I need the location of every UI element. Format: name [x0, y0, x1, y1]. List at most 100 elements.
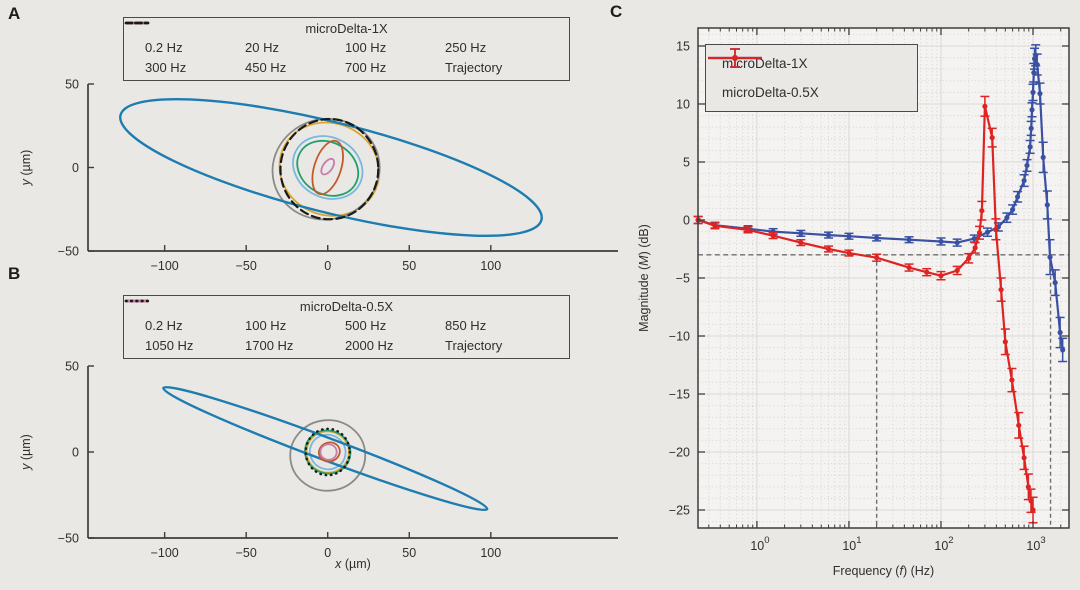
y-tick-label: −15	[669, 388, 690, 402]
data-point	[1025, 484, 1031, 490]
data-point	[906, 237, 912, 243]
data-point	[1002, 339, 1008, 345]
legend-item-label: 1700 Hz	[245, 338, 294, 353]
x-tick-label: 50	[402, 546, 416, 560]
y-tick-label: 0	[72, 446, 79, 460]
data-point	[1052, 280, 1058, 286]
ellipse-100-hz	[296, 139, 360, 197]
y-tick-label: 50	[65, 78, 79, 92]
data-point	[1028, 498, 1034, 504]
data-point	[825, 232, 832, 238]
data-point	[712, 223, 718, 229]
legend-swatch-icon	[124, 299, 150, 303]
data-point	[1060, 347, 1066, 353]
data-point	[1027, 144, 1033, 150]
ellipse-0.2-hz	[278, 121, 381, 217]
panel-label-c: C	[610, 2, 623, 21]
data-point	[1030, 89, 1036, 95]
data-point	[976, 230, 983, 236]
legend-item: 1700 Hz	[126, 299, 338, 354]
data-point	[846, 233, 852, 239]
legend-item: Trajectory	[124, 299, 566, 354]
ellipse-2000-hz	[319, 443, 338, 461]
y-tick-label: 50	[65, 360, 79, 374]
data-point	[798, 230, 804, 236]
data-point	[1009, 377, 1015, 383]
data-point	[938, 238, 944, 245]
x-tick-label: 102	[934, 535, 953, 553]
panel-b-legend: microDelta-0.5X 0.2 Hz 100 Hz 500 Hz 850 Hz 1…	[123, 295, 570, 359]
panel-label-a: A	[8, 4, 21, 23]
legend-item: Trajectory	[124, 21, 566, 76]
data-point	[1015, 194, 1021, 200]
y-tick-label: 10	[676, 97, 690, 111]
legend-item-label: 700 Hz	[345, 60, 387, 75]
data-point	[846, 250, 852, 256]
ellipse-trajectory	[279, 117, 380, 221]
legend-item-label: 300 Hz	[145, 60, 187, 75]
legend-item: 850 Hz	[126, 299, 566, 334]
legend-item-label: 250 Hz	[445, 40, 487, 55]
ellipse-1700-hz	[317, 441, 341, 463]
data-point	[954, 240, 960, 246]
y-tick-label: 0	[683, 213, 690, 227]
data-point	[1010, 206, 1016, 213]
legend-item-label: 100 Hz	[245, 318, 287, 333]
data-point	[825, 246, 832, 252]
legend-item-label: Trajectory	[445, 60, 503, 75]
panel-a-legend: microDelta-1X 0.2 Hz 20 Hz 100 Hz 250 Hz 300 …	[123, 17, 570, 81]
y-tick-label: 5	[683, 155, 690, 169]
data-point	[1028, 125, 1034, 131]
legend-item: 2000 Hz	[126, 299, 438, 354]
ellipse-700-hz	[320, 157, 336, 176]
x-tick-label: −100	[151, 259, 179, 273]
data-point	[1044, 202, 1050, 208]
y-axis-title: y (µm)	[19, 434, 33, 471]
legend-item-label: 0.2 Hz	[145, 318, 183, 333]
data-point	[1057, 329, 1063, 336]
data-point	[966, 255, 972, 261]
data-point	[954, 267, 960, 274]
series-microdelta-0.5x	[693, 95, 1038, 524]
data-point	[1034, 61, 1040, 68]
data-point	[1021, 455, 1027, 461]
x-tick-label: 100	[480, 546, 501, 560]
y-axis-title: Magnitude (M) (dB)	[637, 224, 651, 332]
legend-item-label: microDelta-1X	[722, 56, 808, 71]
panel-label-b: B	[8, 264, 21, 283]
data-point	[982, 103, 988, 109]
ellipse-1050-hz	[162, 385, 489, 512]
legend-item: 700 Hz	[126, 21, 438, 76]
legend-item-label: 850 Hz	[445, 318, 487, 333]
y-tick-label: 15	[676, 39, 690, 53]
x-tick-label: −50	[236, 546, 257, 560]
legend-item-label: microDelta-0.5X	[722, 85, 819, 100]
series-line	[697, 54, 1064, 351]
x-tick-label: 0	[324, 259, 331, 273]
data-point	[770, 233, 776, 239]
legend-item: 0.2 Hz	[126, 21, 238, 56]
legend-item-label: 20 Hz	[245, 40, 279, 55]
data-point	[1004, 215, 1010, 221]
data-point	[979, 208, 985, 214]
legend-title: microDelta-0.5X	[299, 299, 394, 314]
legend-item: 100 Hz	[126, 299, 338, 334]
ellipse-500-hz	[304, 429, 352, 475]
legend-item: 300 Hz	[126, 21, 238, 76]
x-axis-title: x (µm)	[334, 557, 371, 571]
x-tick-label: −100	[151, 546, 179, 560]
data-point	[1021, 177, 1027, 184]
y-tick-label: −20	[669, 446, 690, 460]
ellipse-300-hz	[119, 97, 543, 238]
legend-item-label: 100 Hz	[345, 40, 387, 55]
data-point	[938, 273, 944, 279]
legend-item-label: 0.2 Hz	[145, 40, 183, 55]
y-tick-label: 0	[72, 161, 79, 175]
data-point	[874, 255, 880, 261]
data-point	[1024, 162, 1030, 169]
legend-swatch-icon	[124, 21, 150, 25]
data-point	[1029, 107, 1035, 113]
legend-item: 1050 Hz	[126, 299, 238, 354]
data-point	[906, 264, 912, 271]
